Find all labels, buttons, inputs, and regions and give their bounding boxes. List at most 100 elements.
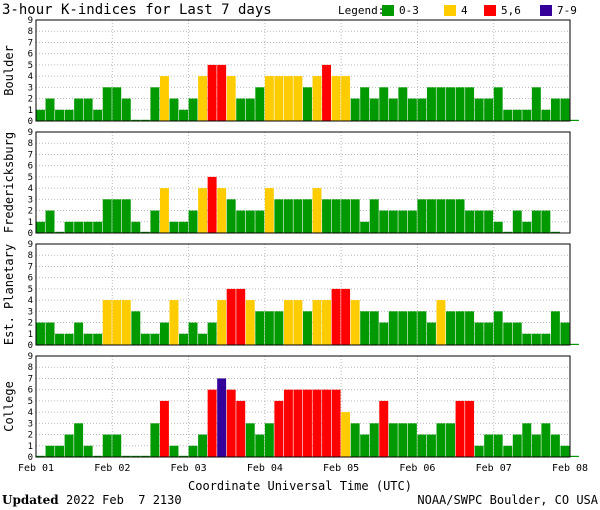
bar xyxy=(350,300,360,345)
y-tick-label: 5 xyxy=(28,61,33,71)
bar xyxy=(503,109,513,121)
x-tick-label: Feb 01 xyxy=(18,463,54,474)
bar xyxy=(417,199,427,233)
bar xyxy=(484,434,494,457)
bar xyxy=(322,300,332,345)
bar xyxy=(188,210,198,233)
bar xyxy=(541,423,551,457)
legend-label-1: 4 xyxy=(461,4,468,17)
bar xyxy=(446,87,455,121)
bar xyxy=(179,109,188,121)
bar xyxy=(283,300,293,345)
bar xyxy=(274,400,284,457)
bar xyxy=(236,210,246,233)
bar xyxy=(541,109,551,121)
x-axis: Feb 01 Feb 02 Feb 03 Feb 04 Feb 05 Feb 06 Feb … xyxy=(18,463,588,474)
y-tick-label: 7 xyxy=(28,38,33,48)
bar xyxy=(560,98,570,121)
bar xyxy=(341,412,351,457)
bar xyxy=(465,210,475,233)
bar xyxy=(245,210,255,233)
bar xyxy=(255,311,265,345)
footer-updated-value: 2022 Feb 7 2130 xyxy=(66,493,182,507)
bar xyxy=(245,98,255,121)
bar xyxy=(360,87,370,121)
bar xyxy=(64,109,74,121)
y-tick-label: 6 xyxy=(28,162,33,172)
footer-source: NOAA/SWPC Boulder, CO USA xyxy=(417,493,598,507)
bar xyxy=(360,311,370,345)
bar xyxy=(121,199,131,233)
bar xyxy=(446,311,455,345)
x-tick-label: Feb 08 xyxy=(552,463,588,474)
bar xyxy=(283,199,293,233)
bar xyxy=(74,322,84,345)
bar xyxy=(207,176,217,233)
bar xyxy=(426,322,436,345)
legend-swatch-3 xyxy=(540,5,552,16)
bar xyxy=(379,87,389,121)
bar xyxy=(531,434,541,457)
legend-swatch-0 xyxy=(382,5,394,16)
bar xyxy=(465,87,475,121)
y-tick-label: 3 xyxy=(28,419,33,429)
bar xyxy=(465,400,475,457)
bar xyxy=(341,76,351,121)
bar xyxy=(550,98,560,121)
bar xyxy=(159,76,169,121)
bar xyxy=(426,87,436,121)
bar xyxy=(312,389,322,457)
bar xyxy=(455,87,465,121)
y-tick-label: 2 xyxy=(28,95,33,105)
bar xyxy=(121,98,131,121)
bar xyxy=(102,87,112,121)
bar xyxy=(398,423,408,457)
bar xyxy=(131,119,141,121)
bar xyxy=(293,300,303,345)
chart-title: 3-hour K-indices for Last 7 days xyxy=(2,2,272,18)
bar xyxy=(93,221,103,233)
footer: Updated 2022 Feb 7 2130 NOAA/SWPC Boulde… xyxy=(2,493,599,507)
bar xyxy=(484,98,494,121)
bar xyxy=(417,434,427,457)
bar xyxy=(140,455,150,457)
bar xyxy=(112,87,122,121)
bar xyxy=(455,199,465,233)
bar xyxy=(36,455,45,457)
bar xyxy=(474,445,484,457)
bar xyxy=(121,455,131,457)
bar xyxy=(112,199,122,233)
bar xyxy=(446,423,455,457)
panel-label: Boulder xyxy=(2,45,16,96)
y-tick-label: 7 xyxy=(28,374,33,384)
y-tick-label: 3 xyxy=(28,307,33,317)
bar xyxy=(436,423,446,457)
y-tick-label: 3 xyxy=(28,83,33,93)
y-tick-label: 4 xyxy=(28,408,33,418)
bar xyxy=(522,221,532,233)
y-tick-label: 5 xyxy=(28,397,33,407)
y-tick-label: 6 xyxy=(28,386,33,396)
bar xyxy=(503,445,513,457)
bar xyxy=(426,434,436,457)
bar xyxy=(322,64,332,121)
bar xyxy=(303,87,312,121)
bar xyxy=(83,333,93,345)
bar xyxy=(55,109,65,121)
y-tick-label: 9 xyxy=(28,352,33,362)
bar xyxy=(398,311,408,345)
bar xyxy=(474,98,484,121)
bar xyxy=(274,199,284,233)
bar xyxy=(64,333,74,345)
bar xyxy=(188,445,198,457)
bar xyxy=(245,300,255,345)
bar xyxy=(169,98,179,121)
bar xyxy=(550,311,560,345)
panels: 0123456789Boulder0123456789Fredericksbur… xyxy=(2,16,579,463)
bar xyxy=(398,87,408,121)
bar xyxy=(188,322,198,345)
legend-label-2: 5,6 xyxy=(501,4,521,17)
bar xyxy=(350,199,360,233)
